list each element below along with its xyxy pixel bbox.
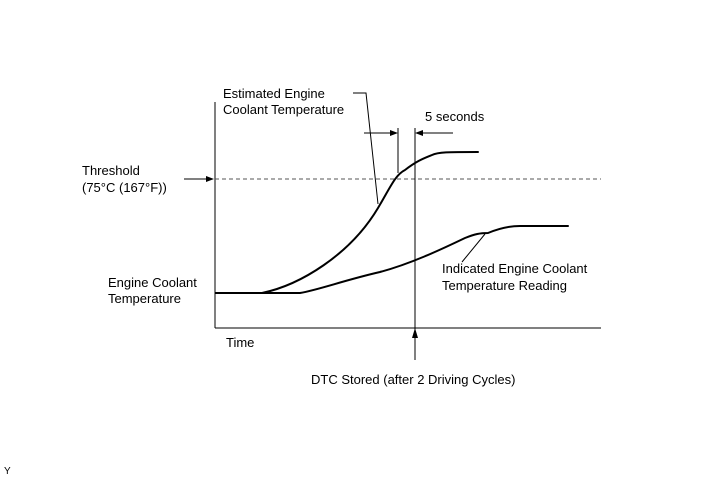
corner-mark: Y — [4, 466, 11, 477]
threshold-label-line2: (75°C (167°F)) — [82, 180, 167, 195]
estimated-coolant-curve — [215, 151, 479, 294]
estimated-label-line2: Coolant Temperature — [223, 102, 344, 117]
indicated-label-line1: Indicated Engine Coolant — [442, 261, 588, 276]
indicated-leader-line — [461, 233, 486, 263]
dtc-arrowhead — [412, 328, 418, 338]
dtc-stored-label: DTC Stored (after 2 Driving Cycles) — [311, 372, 515, 387]
estimated-label-line1: Estimated Engine — [223, 86, 325, 101]
five-seconds-label: 5 seconds — [425, 109, 485, 124]
engine-coolant-label-line2: Temperature — [108, 291, 181, 306]
threshold-arrowhead — [206, 176, 214, 182]
threshold-label-line1: Threshold — [82, 163, 140, 178]
five-seconds-left-arrowhead — [390, 130, 398, 136]
estimated-leader-line — [353, 92, 379, 205]
time-axis-label: Time — [226, 335, 254, 350]
engine-coolant-label-line1: Engine Coolant — [108, 275, 197, 290]
indicated-coolant-curve — [215, 225, 569, 294]
five-seconds-right-arrowhead — [415, 130, 423, 136]
indicated-label-line2: Temperature Reading — [442, 278, 567, 293]
